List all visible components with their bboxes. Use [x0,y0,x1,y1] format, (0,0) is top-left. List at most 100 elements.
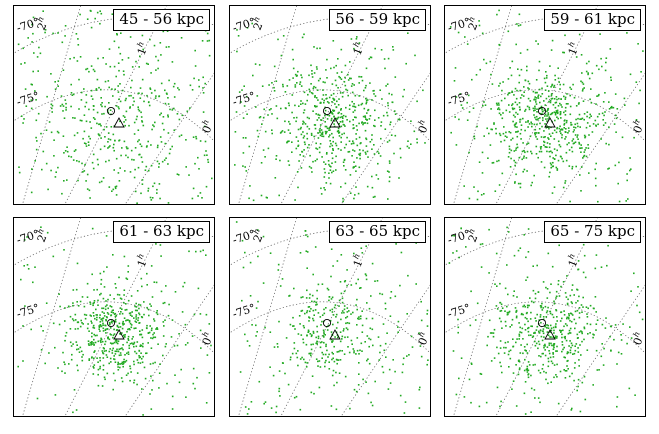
data-point [119,313,121,315]
data-point [255,106,257,108]
data-point [306,267,308,269]
data-point [517,24,520,27]
data-point [152,185,154,188]
data-point [143,366,146,369]
data-point [339,281,342,283]
data-point [133,133,136,135]
data-point [167,116,169,118]
data-point [448,262,451,264]
data-point [335,144,338,147]
ra-grid-line [555,72,645,204]
data-point [112,388,114,391]
data-point [245,137,247,139]
data-point [553,364,556,366]
data-point [192,136,195,138]
data-point [206,40,209,42]
data-point [358,362,360,364]
data-point [80,350,83,353]
data-point [506,305,508,308]
data-point [310,354,312,357]
data-point [326,58,328,61]
data-point [346,322,349,324]
data-point [467,94,470,97]
data-point [363,122,365,124]
data-point [368,337,370,340]
data-point [94,17,96,20]
data-point [114,379,116,382]
data-point [306,251,309,253]
data-point [100,12,103,15]
data-point [331,296,334,299]
data-point [319,131,321,134]
data-point [296,82,298,84]
data-point [69,58,71,60]
data-point [511,60,514,63]
data-point [76,321,79,324]
data-point [118,139,120,142]
dec-label: -75° [446,301,472,321]
data-point [166,93,168,95]
data-point [586,349,589,351]
data-point [322,81,325,83]
data-point [577,260,580,262]
data-point [123,358,125,361]
data-point [139,97,142,99]
data-point [83,130,86,133]
data-point [528,304,530,307]
data-point [30,99,33,101]
data-point [313,46,315,48]
data-point [629,326,631,328]
data-point [398,177,400,179]
data-point [160,290,163,293]
data-point [257,135,260,138]
data-point [593,307,595,310]
data-point [530,374,532,377]
data-point [538,117,541,119]
data-point [395,243,397,245]
data-point [332,40,335,42]
data-point [61,103,64,106]
data-point [241,239,244,242]
data-point [108,350,111,353]
data-point [130,295,133,297]
scatter-points [448,224,644,415]
data-point [580,166,583,168]
data-point [129,312,132,314]
data-point [530,311,532,314]
data-point [601,65,603,68]
data-point [595,329,597,331]
data-point [582,100,585,102]
data-point [604,122,607,124]
data-point [349,192,352,194]
data-point [516,143,518,146]
data-point [538,128,541,130]
data-point [336,100,338,103]
data-point [112,312,115,314]
data-point [578,141,580,144]
data-point [184,323,187,326]
data-point [359,152,362,155]
data-point [312,332,315,334]
data-point [374,47,376,50]
data-point [155,95,157,97]
data-point [282,35,285,37]
data-point [103,270,105,273]
data-point [68,155,70,158]
data-point [121,89,124,92]
data-point [130,149,133,152]
data-point [149,87,151,89]
data-point [112,336,114,339]
data-point [160,141,163,143]
data-point [541,107,543,109]
data-point [330,405,333,407]
data-point [365,153,367,155]
data-point [99,10,101,12]
data-point [308,165,311,168]
data-point [337,87,339,89]
data-point [595,254,598,256]
data-point [388,139,391,142]
data-point [305,234,307,236]
data-point [156,188,158,191]
data-point [602,124,605,126]
data-point [571,372,573,375]
